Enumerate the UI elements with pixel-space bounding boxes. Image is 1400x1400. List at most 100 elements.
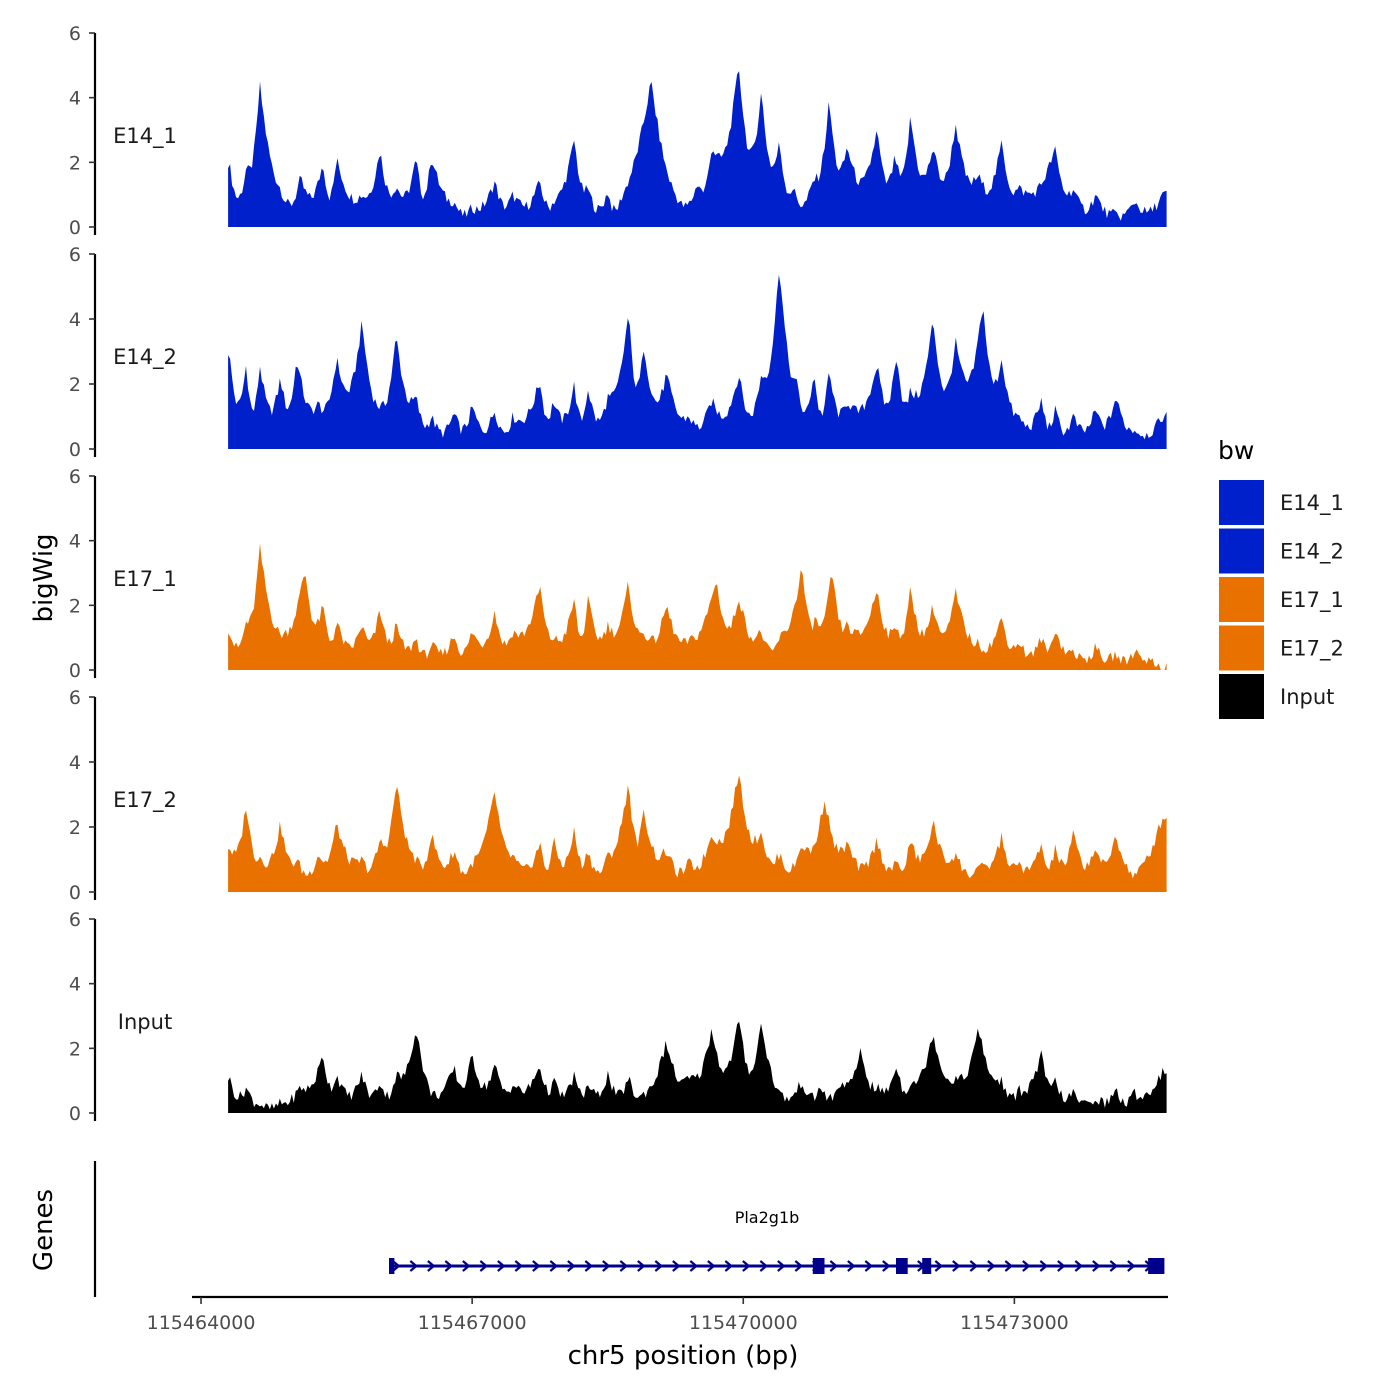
strand-arrow-icon — [672, 1260, 681, 1272]
strand-arrow-icon — [427, 1260, 436, 1272]
legend-label: Input — [1280, 685, 1334, 709]
strand-arrow-icon — [1074, 1260, 1084, 1272]
x-tick-label: 115464000 — [147, 1312, 256, 1334]
y-tick-label: 2 — [69, 817, 81, 839]
gene-name-label: Pla2g1b — [735, 1208, 800, 1227]
legend-swatch — [1219, 528, 1264, 574]
track-label: E17_1 — [113, 567, 177, 592]
strand-arrow-icon — [392, 1260, 401, 1272]
strand-arrow-icon — [847, 1260, 856, 1272]
legend: bw E14_1 E14_2 E17_1 E17_2 Input — [1218, 436, 1344, 719]
strand-arrow-icon — [1092, 1260, 1101, 1272]
x-axis-title: chr5 position (bp) — [568, 1341, 799, 1371]
strand-arrow-icon — [637, 1260, 646, 1272]
area-input — [228, 1021, 1167, 1113]
track-label: E14_2 — [113, 345, 177, 370]
strand-arrow-icon — [689, 1260, 699, 1272]
x-tick-label: 115467000 — [418, 1312, 527, 1334]
legend-label: E17_1 — [1280, 588, 1344, 613]
strand-arrow-icon — [497, 1260, 506, 1272]
y-tick-label: 6 — [69, 909, 81, 931]
area-e17-2 — [228, 775, 1167, 892]
legend-swatch — [1219, 674, 1264, 719]
strand-arrow-icon — [584, 1260, 594, 1272]
strand-arrow-icon — [602, 1260, 611, 1272]
gene-exon — [896, 1258, 908, 1274]
gene-exon — [389, 1258, 395, 1274]
legend-label: E17_2 — [1280, 637, 1344, 662]
track-input: 0 2 4 6 Input — [69, 909, 1167, 1125]
legend-swatch — [1219, 625, 1264, 671]
y-tick-label: 2 — [69, 1038, 81, 1060]
gene-exon — [812, 1258, 825, 1274]
strand-arrow-icon — [1057, 1260, 1066, 1272]
y-tick-label: 0 — [69, 1103, 81, 1125]
strand-arrow-icon — [514, 1260, 524, 1272]
y-tick-label: 0 — [69, 439, 81, 461]
strand-arrow-icon — [724, 1260, 734, 1272]
strand-arrow-icon — [567, 1260, 576, 1272]
gene-exon — [1148, 1258, 1165, 1274]
gene-panel: Pla2g1b — [93, 1161, 1165, 1297]
strand-arrow-icon — [409, 1260, 419, 1272]
strand-arrow-icon — [707, 1260, 716, 1272]
area-e14-1 — [228, 71, 1167, 227]
x-axis: 115464000 115467000 115470000 115473000 — [147, 1295, 1168, 1334]
strand-arrow-icon — [444, 1260, 454, 1272]
strand-arrow-icon — [1127, 1260, 1136, 1272]
track-e17-1: 0 2 4 6 E17_1 — [69, 466, 1167, 682]
y-tick-label: 2 — [69, 374, 81, 396]
strand-arrow-icon — [532, 1260, 541, 1272]
strand-arrow-icon — [829, 1260, 839, 1272]
strand-arrow-icon — [462, 1260, 471, 1272]
strand-arrow-icon — [619, 1260, 629, 1272]
strand-arrow-icon — [864, 1260, 874, 1272]
strand-arrow-icon — [549, 1260, 559, 1272]
track-label: Input — [118, 1010, 172, 1034]
area-e17-1 — [228, 543, 1167, 670]
legend-label: E14_1 — [1280, 491, 1344, 516]
y-tick-label: 0 — [69, 660, 81, 682]
legend-swatch — [1219, 577, 1264, 622]
area-e14-2 — [228, 274, 1167, 449]
y-tick-label: 4 — [69, 531, 81, 553]
y-axis-title: bigWig — [29, 533, 59, 622]
y-tick-label: 6 — [69, 466, 81, 488]
y-tick-label: 4 — [69, 974, 81, 996]
legend-label: E14_2 — [1280, 540, 1344, 565]
strand-arrow-icon — [1004, 1260, 1014, 1272]
track-e17-2: 0 2 4 6 E17_2 — [69, 687, 1167, 904]
signal-tracks: 0 2 4 6 E14_1 0 2 4 6 E14_2 0 2 4 6 E17_1 0 2 4 6 E17_2 0 2 4 6… — [69, 23, 1167, 1125]
strand-arrow-icon — [1039, 1260, 1049, 1272]
track-e14-1: 0 2 4 6 E14_1 — [69, 23, 1167, 239]
y-tick-label: 4 — [69, 88, 81, 110]
gene-exon — [922, 1258, 932, 1274]
track-label: E17_2 — [113, 788, 177, 813]
strand-arrow-icon — [882, 1260, 891, 1272]
y-tick-label: 6 — [69, 244, 81, 266]
y-tick-label: 2 — [69, 595, 81, 617]
strand-arrow-icon — [952, 1260, 961, 1272]
strand-arrow-icon — [794, 1260, 804, 1272]
strand-arrow-icon — [654, 1260, 664, 1272]
strand-arrow-icon — [777, 1260, 786, 1272]
track-label: E14_1 — [113, 124, 177, 149]
y-tick-label: 6 — [69, 687, 81, 709]
y-tick-label: 6 — [69, 23, 81, 45]
x-tick-label: 115470000 — [689, 1312, 798, 1334]
strand-arrow-icon — [987, 1260, 996, 1272]
y-tick-label: 0 — [69, 217, 81, 239]
strand-arrow-icon — [969, 1260, 979, 1272]
y-tick-label: 0 — [69, 882, 81, 904]
strand-arrow-icon — [742, 1260, 751, 1272]
strand-arrow-icon — [934, 1260, 944, 1272]
track-e14-2: 0 2 4 6 E14_2 — [69, 244, 1167, 461]
strand-arrow-icon — [1109, 1260, 1119, 1272]
y-tick-label: 4 — [69, 309, 81, 331]
strand-arrow-icon — [479, 1260, 489, 1272]
legend-title: bw — [1218, 436, 1254, 465]
legend-swatch — [1219, 480, 1264, 525]
genes-axis-title: Genes — [29, 1189, 59, 1271]
strand-arrow-icon — [759, 1260, 769, 1272]
